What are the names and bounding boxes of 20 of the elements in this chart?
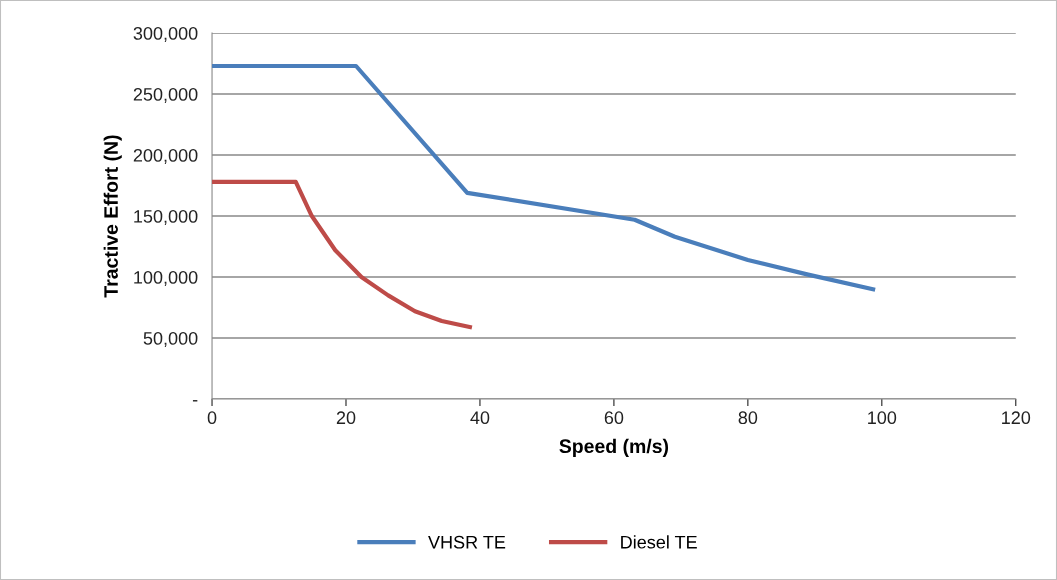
y-tick-label: 200,000 — [133, 148, 198, 164]
x-axis-title: Speed (m/s) — [559, 438, 669, 457]
legend-label: VHSR TE — [428, 535, 506, 549]
y-tick-label: 250,000 — [133, 87, 198, 103]
x-tick-label: 60 — [604, 411, 624, 425]
y-axis-title: Tractive Effort (N) — [103, 135, 122, 298]
x-tick-label: 0 — [207, 411, 217, 425]
x-tick-label: 120 — [1002, 411, 1031, 425]
y-tick-label: 100,000 — [134, 270, 198, 286]
x-tick-label: 40 — [470, 411, 490, 425]
x-tick-label: 80 — [738, 411, 758, 425]
legend-label: Diesel TE — [621, 535, 697, 549]
y-tick-label: 300,000 — [133, 26, 198, 42]
x-tick-label: 20 — [336, 411, 356, 425]
line-series — [212, 63, 876, 292]
line-series — [212, 179, 472, 330]
y-tick-label: - — [192, 400, 198, 402]
y-tick-label: 150,000 — [134, 209, 198, 225]
x-tick-label: 100 — [868, 411, 897, 425]
y-tick-label: 50,000 — [143, 331, 198, 347]
